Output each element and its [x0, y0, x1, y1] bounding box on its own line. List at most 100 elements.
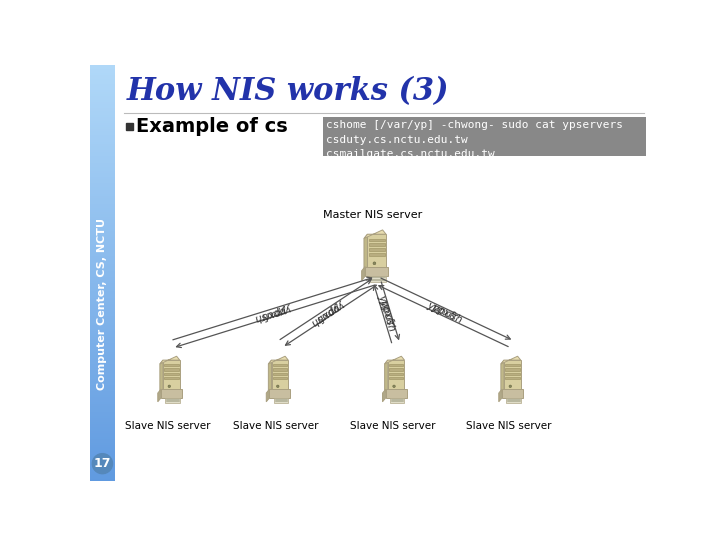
Bar	[90, 233, 114, 235]
Bar	[90, 109, 114, 111]
Text: Slave NIS server: Slave NIS server	[349, 421, 435, 431]
Bar	[90, 138, 114, 140]
Bar	[273, 373, 287, 375]
Bar	[90, 69, 114, 71]
Bar	[90, 136, 114, 138]
Bar	[90, 294, 114, 295]
Bar	[90, 404, 114, 406]
Bar	[90, 368, 114, 370]
Bar	[90, 235, 114, 238]
Bar	[90, 211, 114, 212]
Bar	[90, 306, 114, 308]
Polygon shape	[501, 356, 521, 364]
Bar	[90, 281, 114, 283]
Bar	[90, 190, 114, 192]
Circle shape	[92, 454, 112, 474]
Bar	[90, 292, 114, 294]
Bar	[90, 254, 114, 256]
Bar	[90, 437, 114, 439]
Bar	[90, 208, 114, 211]
Bar	[90, 104, 114, 106]
Bar	[90, 285, 114, 287]
Text: Master NIS server: Master NIS server	[323, 211, 423, 220]
Bar	[505, 364, 520, 367]
Bar	[164, 368, 179, 371]
Bar	[90, 196, 114, 198]
Polygon shape	[386, 389, 407, 398]
Bar	[90, 227, 114, 229]
Bar	[90, 375, 114, 377]
Polygon shape	[165, 398, 180, 403]
Bar	[90, 337, 114, 339]
Polygon shape	[271, 360, 288, 389]
Bar	[90, 322, 114, 325]
Bar	[90, 349, 114, 352]
Bar	[90, 385, 114, 387]
Polygon shape	[274, 398, 288, 403]
Polygon shape	[384, 356, 405, 364]
Bar	[90, 146, 114, 148]
Bar	[505, 373, 520, 375]
Bar	[90, 141, 114, 144]
Bar	[369, 253, 385, 256]
Bar	[90, 420, 114, 422]
Bar	[90, 454, 114, 456]
Bar	[90, 391, 114, 393]
Bar	[90, 265, 114, 266]
Bar	[90, 65, 114, 67]
Bar	[90, 366, 114, 368]
Bar	[90, 441, 114, 443]
Bar	[90, 204, 114, 206]
Polygon shape	[502, 389, 523, 398]
Bar	[90, 470, 114, 472]
Bar	[90, 219, 114, 221]
Bar	[90, 287, 114, 289]
Bar	[90, 462, 114, 464]
Polygon shape	[269, 360, 271, 393]
Bar	[389, 373, 403, 375]
Bar	[90, 177, 114, 179]
Bar	[90, 321, 114, 322]
Bar	[90, 258, 114, 260]
Bar	[90, 192, 114, 194]
Bar	[90, 198, 114, 200]
Bar	[90, 343, 114, 346]
Bar	[90, 364, 114, 366]
Bar	[90, 451, 114, 454]
Polygon shape	[390, 398, 405, 403]
Bar	[90, 225, 114, 227]
Bar	[90, 131, 114, 133]
Bar	[90, 422, 114, 424]
Bar	[505, 368, 520, 371]
Polygon shape	[364, 234, 367, 271]
Bar	[90, 476, 114, 478]
Bar	[90, 389, 114, 391]
Bar	[90, 106, 114, 109]
Bar	[90, 114, 114, 117]
Bar	[90, 79, 114, 82]
Bar	[273, 368, 287, 371]
Polygon shape	[384, 360, 388, 393]
Bar	[90, 214, 114, 217]
Polygon shape	[499, 389, 502, 402]
Bar	[90, 472, 114, 474]
Bar	[90, 92, 114, 94]
Bar	[90, 221, 114, 223]
Bar	[90, 362, 114, 364]
Bar	[164, 373, 179, 375]
Bar	[90, 271, 114, 273]
Bar	[90, 312, 114, 314]
Bar	[90, 133, 114, 136]
Bar	[90, 429, 114, 431]
Bar	[90, 333, 114, 335]
Circle shape	[373, 262, 376, 265]
Bar	[90, 173, 114, 175]
Bar	[90, 231, 114, 233]
Text: yppush: yppush	[376, 293, 397, 332]
Bar	[90, 217, 114, 219]
Bar	[164, 377, 179, 380]
Bar	[90, 158, 114, 160]
Bar	[90, 360, 114, 362]
Bar	[90, 316, 114, 319]
Bar	[90, 397, 114, 400]
